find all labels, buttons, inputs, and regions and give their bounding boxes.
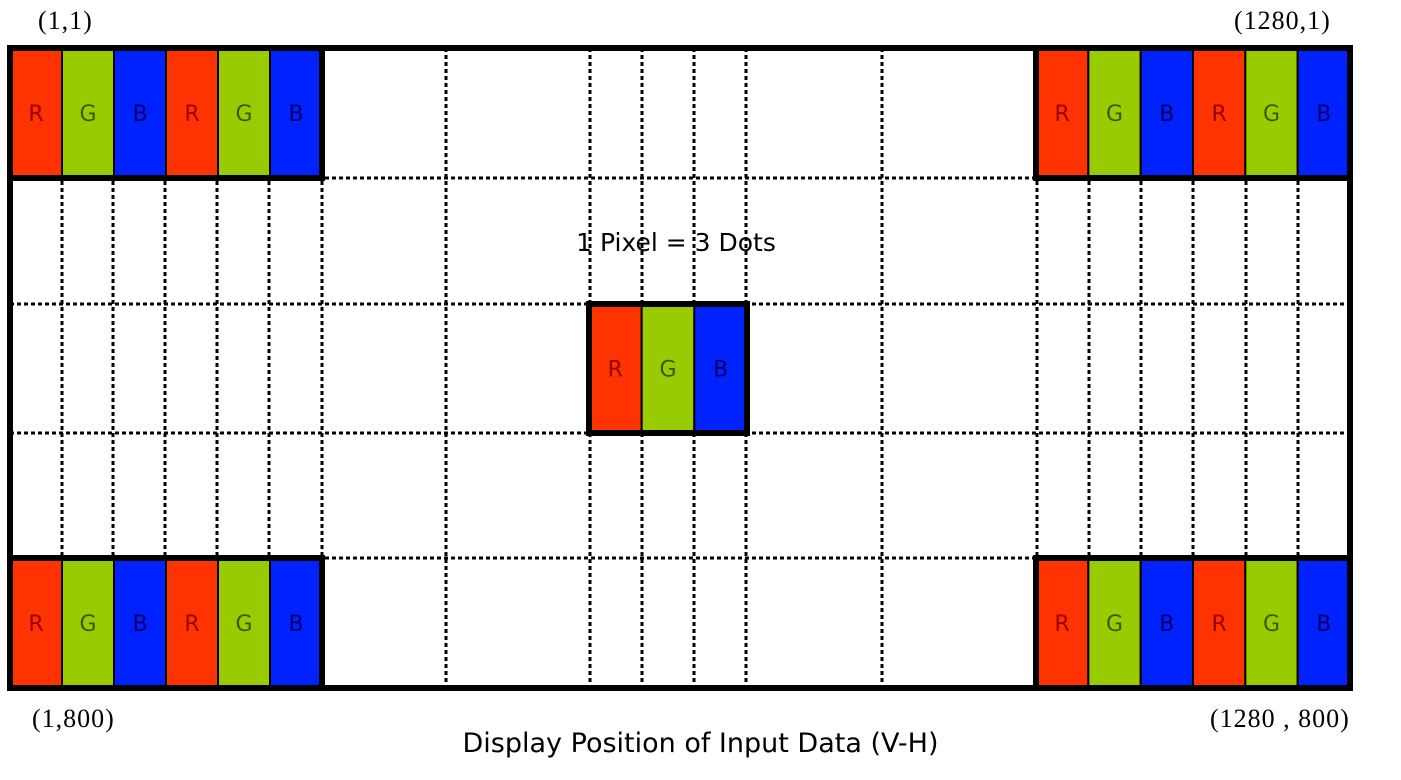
dot-label-r: R	[1212, 612, 1227, 637]
dot-label-b: B	[1159, 102, 1174, 127]
dot-label-g: G	[235, 612, 252, 637]
dot-label-b: B	[288, 612, 303, 637]
dot-label-b: B	[132, 612, 147, 637]
dot-label-r: R	[184, 612, 199, 637]
dot-r	[1035, 557, 1090, 689]
dot-label-b: B	[1159, 612, 1174, 637]
dot-g	[61, 557, 115, 689]
dot-g	[1244, 47, 1299, 179]
dot-label-g: G	[1263, 612, 1280, 637]
coord-top-left: (1,1)	[38, 6, 93, 35]
display-outline	[7, 45, 1353, 691]
dot-g	[1087, 47, 1142, 179]
coord-bottom-right: (1280 , 800)	[1210, 704, 1350, 733]
dot-label-r: R	[1212, 102, 1227, 127]
dot-label-g: G	[79, 102, 96, 127]
dot-label-b: B	[1316, 612, 1331, 637]
dot-g	[640, 303, 696, 434]
coord-top-right: (1280,1)	[1234, 6, 1331, 35]
dot-label-r: R	[28, 612, 43, 637]
dot-g	[1244, 557, 1299, 689]
dot-b	[693, 303, 748, 434]
pixel-blocks: R G B R G B R G B R G B R G B R G B R G B R G B R G B	[7, 45, 1353, 691]
dot-label-b: B	[713, 358, 728, 383]
dot-label-g: G	[235, 102, 252, 127]
dot-label-g: G	[1106, 102, 1123, 127]
dot-label-g: G	[1263, 102, 1280, 127]
dot-label-b: B	[132, 102, 147, 127]
dot-label-r: R	[1055, 612, 1070, 637]
dot-label-b: B	[1316, 102, 1331, 127]
dot-r	[165, 557, 219, 689]
dot-label-r: R	[1055, 102, 1070, 127]
dot-b	[113, 557, 167, 689]
dot-label-g: G	[1106, 612, 1123, 637]
dot-label-b: B	[288, 102, 303, 127]
dot-label-r: R	[608, 358, 623, 383]
dot-b	[1296, 557, 1351, 689]
pixel-block-outline	[586, 301, 750, 436]
dot-label-r: R	[184, 102, 199, 127]
pixel-definition-label: 1 Pixel = 3 Dots	[576, 228, 776, 257]
dot-label-g: G	[659, 358, 676, 383]
dot-b	[1296, 47, 1351, 179]
dot-label-r: R	[28, 102, 43, 127]
dot-label-g: G	[79, 612, 96, 637]
diagram-caption: Display Position of Input Data (V-H)	[462, 728, 939, 759]
coord-bottom-left: (1,800)	[32, 704, 115, 733]
